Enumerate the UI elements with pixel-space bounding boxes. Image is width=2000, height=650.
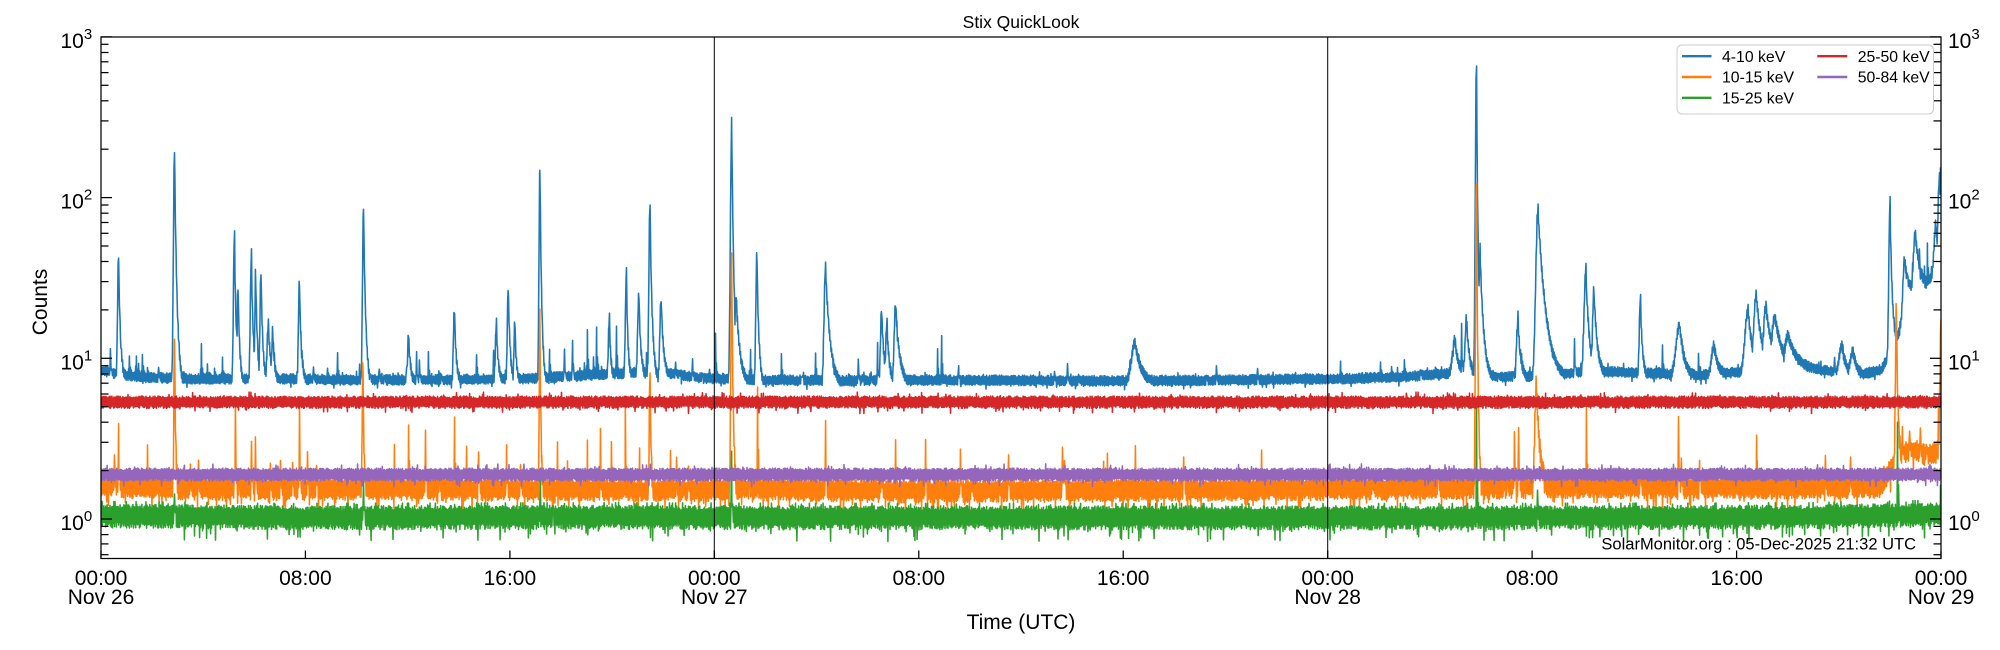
svg-text:00:00: 00:00 — [1915, 567, 1968, 590]
svg-text:16:00: 16:00 — [1710, 567, 1763, 590]
svg-text:Nov 26: Nov 26 — [68, 586, 135, 609]
svg-text:16:00: 16:00 — [484, 567, 537, 590]
svg-text:Nov 27: Nov 27 — [681, 586, 748, 609]
svg-text:Nov 29: Nov 29 — [1908, 586, 1975, 609]
svg-text:SolarMonitor.org : 05-Dec-2025: SolarMonitor.org : 05-Dec-2025 21:32 UTC — [1601, 536, 1916, 554]
svg-text:15-25 keV: 15-25 keV — [1722, 90, 1794, 107]
svg-text:Nov 28: Nov 28 — [1294, 586, 1361, 609]
svg-text:16:00: 16:00 — [1097, 567, 1150, 590]
svg-text:50-84 keV: 50-84 keV — [1858, 70, 1930, 87]
svg-text:00:00: 00:00 — [1301, 567, 1354, 590]
svg-text:08:00: 08:00 — [279, 567, 332, 590]
svg-text:00:00: 00:00 — [75, 567, 128, 590]
svg-text:4-10 keV: 4-10 keV — [1722, 49, 1786, 66]
svg-text:Stix QuickLook: Stix QuickLook — [963, 12, 1080, 32]
svg-text:10-15 keV: 10-15 keV — [1722, 70, 1794, 87]
svg-text:Counts: Counts — [29, 269, 52, 336]
svg-text:08:00: 08:00 — [1506, 567, 1559, 590]
svg-text:08:00: 08:00 — [893, 567, 946, 590]
svg-text:25-50 keV: 25-50 keV — [1858, 49, 1930, 66]
svg-text:Time (UTC): Time (UTC) — [967, 611, 1076, 634]
svg-text:00:00: 00:00 — [688, 567, 741, 590]
